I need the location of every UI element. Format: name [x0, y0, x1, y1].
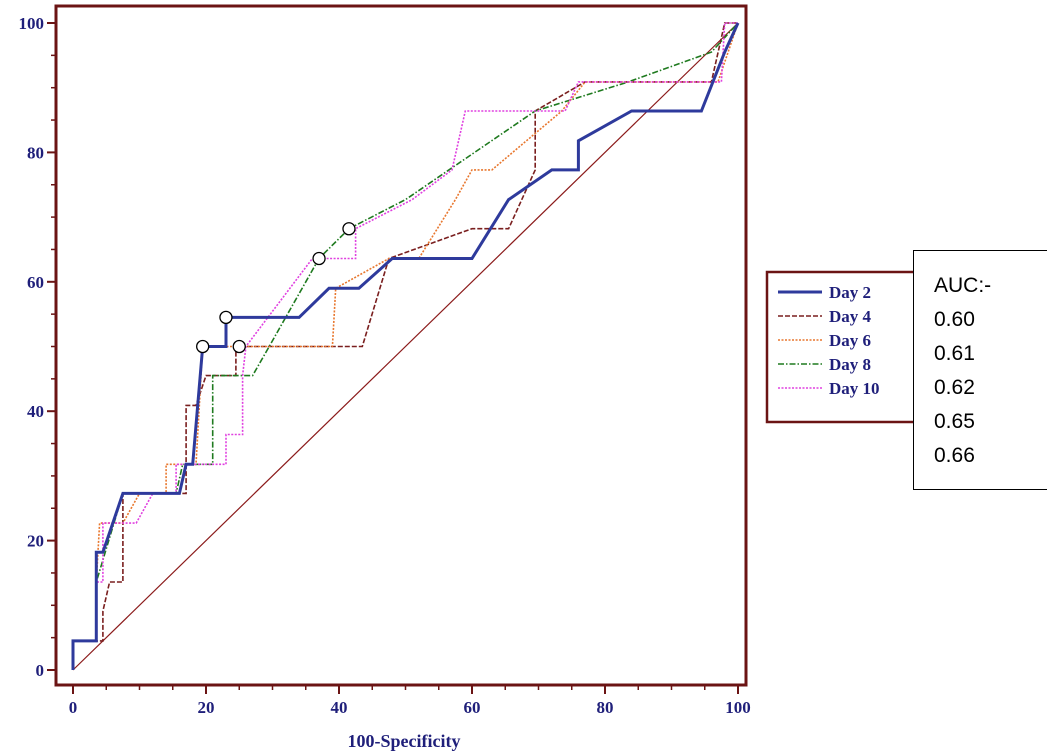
- y-tick-label: 80: [27, 143, 44, 162]
- criterion-marker: [312, 251, 326, 266]
- x-tick-label: 100: [725, 698, 751, 717]
- y-tick-label: 40: [27, 402, 44, 421]
- legend-label: Day 4: [829, 307, 872, 326]
- legend-label: Day 6: [829, 331, 871, 350]
- x-tick-label: 40: [331, 698, 348, 717]
- legend: Day 2 Day 4 Day 6 Day 8 Day 10: [765, 270, 921, 424]
- auc-box: AUC:- 0.60 0.61 0.62 0.65 0.66: [913, 250, 1047, 490]
- criterion-marker: [196, 339, 210, 354]
- auc-value: 0.60: [934, 308, 975, 331]
- axes: 0 20 40 60 80 100 0 20 40 60 80 100: [19, 14, 751, 717]
- x-tick-label: 0: [69, 698, 78, 717]
- y-tick-label: 0: [36, 661, 45, 680]
- reference-line: [72, 22, 739, 671]
- series-line-day-2: [71, 22, 740, 670]
- auc-value: 0.65: [934, 410, 975, 433]
- legend-label: Day 8: [829, 355, 871, 374]
- plot-area: [71, 22, 740, 671]
- x-tick-label: 80: [597, 698, 614, 717]
- series-line-day-10: [72, 22, 738, 670]
- legend-box: [765, 270, 921, 424]
- x-tick-label: 60: [464, 698, 481, 717]
- criterion-marker: [232, 339, 246, 354]
- auc-title: AUC:-: [934, 274, 992, 297]
- plot-frame: [54, 4, 748, 687]
- criterion-marker: [219, 310, 233, 325]
- auc-value: 0.61: [934, 342, 975, 365]
- y-tick-label: 100: [19, 14, 45, 33]
- y-tick-label: 60: [27, 273, 44, 292]
- y-tick-label: 20: [27, 532, 44, 551]
- x-tick-label: 20: [198, 698, 215, 717]
- criterion-marker: [342, 222, 356, 236]
- auc-value: 0.66: [934, 444, 975, 467]
- auc-value: 0.62: [934, 376, 975, 399]
- legend-label: Day 10: [829, 379, 880, 398]
- x-axis-title: 100-Specificity: [348, 731, 461, 751]
- legend-label: Day 2: [829, 283, 871, 302]
